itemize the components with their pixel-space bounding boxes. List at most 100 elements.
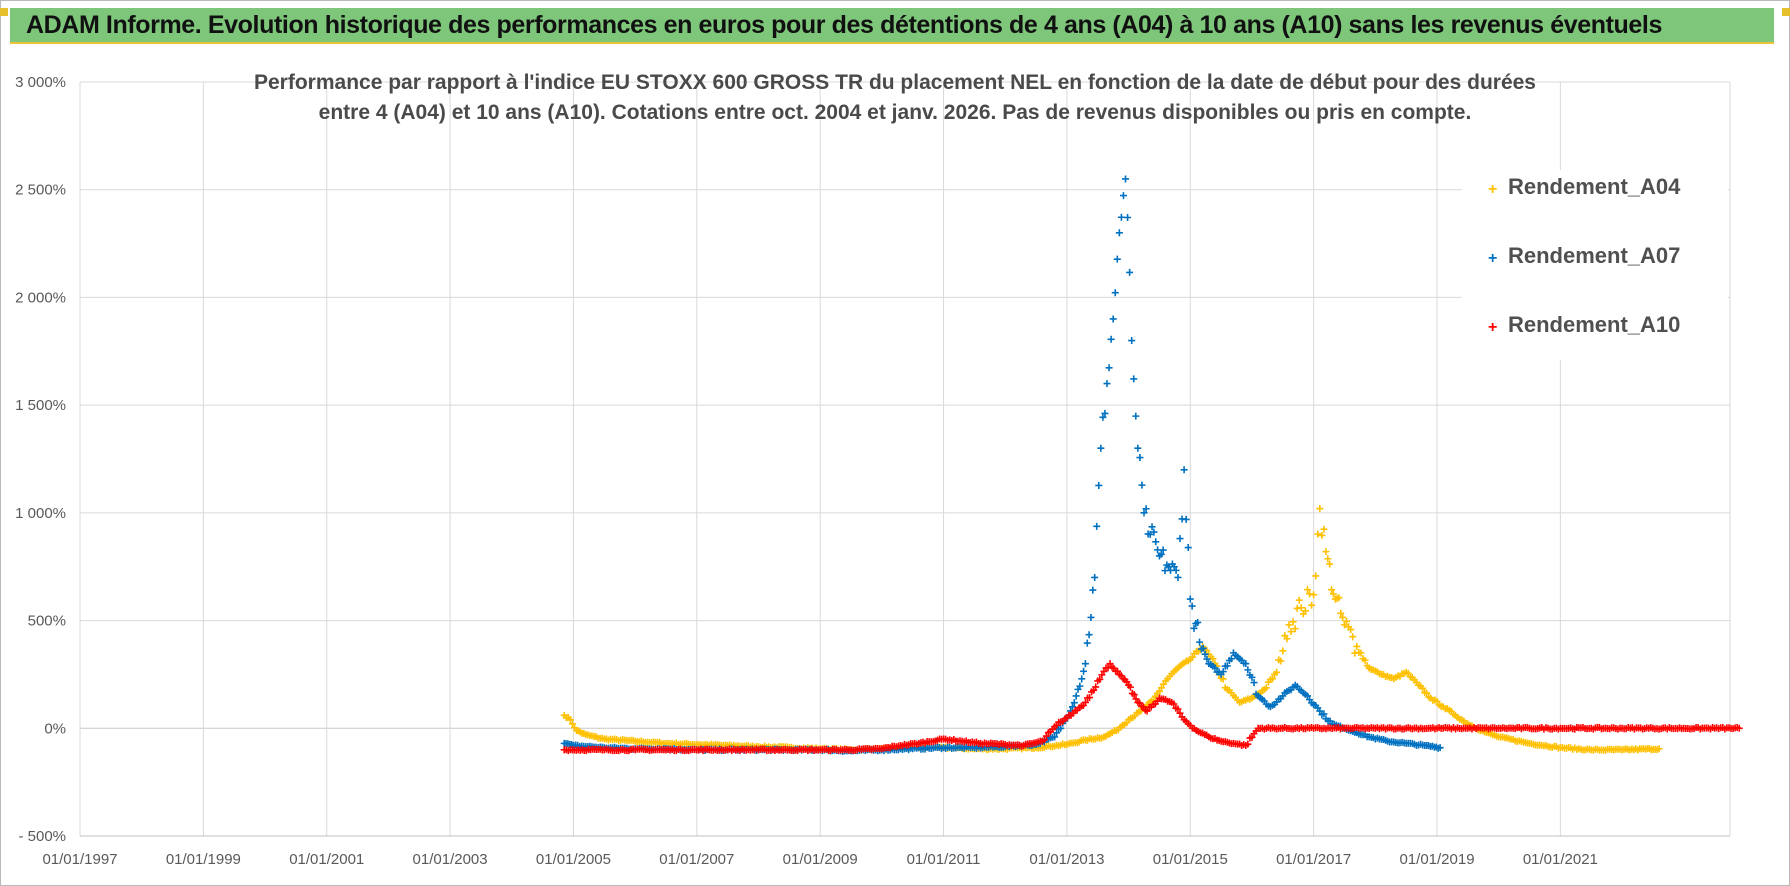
data-point — [1186, 595, 1194, 603]
data-point-interpolated — [1289, 618, 1297, 626]
data-point-interpolated — [1155, 687, 1163, 695]
x-tick-label: 01/01/2017 — [1276, 851, 1351, 868]
data-point — [1097, 444, 1105, 452]
chart-title: Performance par rapport à l'indice EU ST… — [0, 68, 1790, 128]
corner-mark-right — [1782, 8, 1790, 16]
data-point-interpolated — [1326, 717, 1334, 725]
data-point-interpolated — [1057, 724, 1065, 732]
data-point-interpolated — [1252, 727, 1260, 735]
data-point-interpolated — [1132, 412, 1140, 420]
data-point-interpolated — [1328, 586, 1336, 594]
data-point-interpolated — [1070, 699, 1078, 707]
data-point-interpolated — [1163, 561, 1171, 569]
data-point-interpolated — [1130, 375, 1138, 383]
data-point-interpolated — [1258, 687, 1266, 695]
data-point-interpolated — [1036, 737, 1044, 745]
y-tick-label: 1 500% — [15, 397, 66, 414]
data-point-interpolated — [1283, 635, 1291, 643]
data-point-interpolated — [1320, 710, 1328, 718]
data-point-interpolated — [1117, 213, 1125, 221]
data-point-interpolated — [1329, 590, 1337, 598]
data-point — [1322, 548, 1330, 556]
data-point-interpolated — [1078, 675, 1086, 683]
x-tick-label: 01/01/2003 — [413, 851, 488, 868]
data-point-interpolated — [1126, 683, 1134, 691]
data-point-interpolated — [1170, 563, 1178, 571]
data-point-interpolated — [1166, 698, 1174, 706]
data-point-interpolated — [1653, 746, 1661, 754]
data-point-interpolated — [1111, 289, 1119, 297]
x-tick-label: 01/01/2013 — [1029, 851, 1104, 868]
data-point-interpolated — [1277, 724, 1285, 732]
data-point-interpolated — [1114, 667, 1121, 675]
data-point-interpolated — [1132, 695, 1140, 703]
data-point-interpolated — [1269, 675, 1277, 683]
legend-label-a07: Rendement_A07 — [1508, 243, 1681, 268]
data-point — [1128, 337, 1136, 345]
x-tick-label: 01/01/1997 — [42, 851, 117, 868]
data-point-interpolated — [1423, 689, 1431, 697]
data-point-interpolated — [1248, 673, 1256, 681]
data-point-interpolated — [1303, 586, 1311, 594]
y-tick-label: 2 000% — [15, 289, 66, 306]
data-point-interpolated — [1221, 684, 1229, 692]
data-point-interpolated — [1400, 725, 1408, 733]
data-point-interpolated — [1144, 530, 1152, 538]
corner-mark-left — [0, 8, 8, 16]
data-point-interpolated — [1312, 572, 1320, 580]
x-tick-label: 01/01/2005 — [536, 851, 611, 868]
data-point-interpolated — [1049, 733, 1057, 741]
data-point-interpolated — [1211, 664, 1219, 672]
chart-legend: + Rendement_A04 + Rendement_A07 + Rendement… — [1462, 170, 1728, 360]
data-point-interpolated — [1234, 696, 1242, 704]
data-point-interpolated — [1227, 655, 1235, 663]
data-point-interpolated — [1419, 684, 1427, 692]
data-point-interpolated — [1308, 601, 1316, 609]
data-point-interpolated — [1324, 555, 1332, 563]
y-tick-label: - 500% — [18, 828, 66, 845]
x-tick-label: 01/01/1999 — [166, 851, 241, 868]
data-point-interpolated — [1079, 701, 1087, 709]
data-point-interpolated — [1142, 505, 1150, 513]
data-point — [1122, 175, 1130, 183]
data-point-interpolated — [1172, 666, 1180, 674]
data-point-interpolated — [1318, 531, 1326, 539]
data-point-interpolated — [1080, 667, 1088, 675]
data-point-interpolated — [1141, 706, 1149, 714]
data-point-interpolated — [1279, 647, 1287, 655]
data-point-interpolated — [1018, 742, 1026, 750]
data-point-interpolated — [1219, 668, 1227, 676]
data-point-interpolated — [1148, 523, 1156, 531]
data-point-interpolated — [1107, 335, 1115, 343]
data-point-interpolated — [999, 740, 1007, 748]
data-point-interpolated — [1250, 679, 1258, 687]
data-point-interpolated — [1093, 522, 1101, 530]
data-point-interpolated — [629, 736, 637, 744]
data-point-interpolated — [956, 737, 964, 745]
data-point-interpolated — [1554, 744, 1562, 752]
data-point-interpolated — [1087, 613, 1095, 621]
data-point-interpolated — [1412, 678, 1420, 686]
data-point-interpolated — [1349, 633, 1357, 641]
data-point — [1285, 621, 1293, 629]
data-point-interpolated — [1098, 734, 1106, 742]
data-point-interpolated — [1293, 604, 1301, 612]
data-point-interpolated — [1647, 724, 1655, 732]
data-point-interpolated — [1126, 268, 1134, 276]
data-point-interpolated — [1055, 718, 1063, 726]
data-point-interpolated — [1172, 566, 1180, 574]
data-point-interpolated — [1203, 731, 1211, 739]
data-point-interpolated — [1130, 691, 1138, 699]
y-tick-label: 3 000% — [15, 74, 66, 91]
data-point — [1196, 638, 1204, 646]
data-point-interpolated — [1067, 711, 1075, 719]
data-point-interpolated — [1252, 690, 1260, 698]
data-point-interpolated — [1194, 618, 1202, 626]
data-point-interpolated — [1190, 725, 1198, 733]
data-point-interpolated — [1201, 650, 1209, 658]
legend-label-a10: Rendement_A10 — [1508, 312, 1681, 337]
data-point-interpolated — [1068, 703, 1076, 711]
data-point-interpolated — [1343, 617, 1351, 625]
data-point-interpolated — [1223, 662, 1231, 670]
